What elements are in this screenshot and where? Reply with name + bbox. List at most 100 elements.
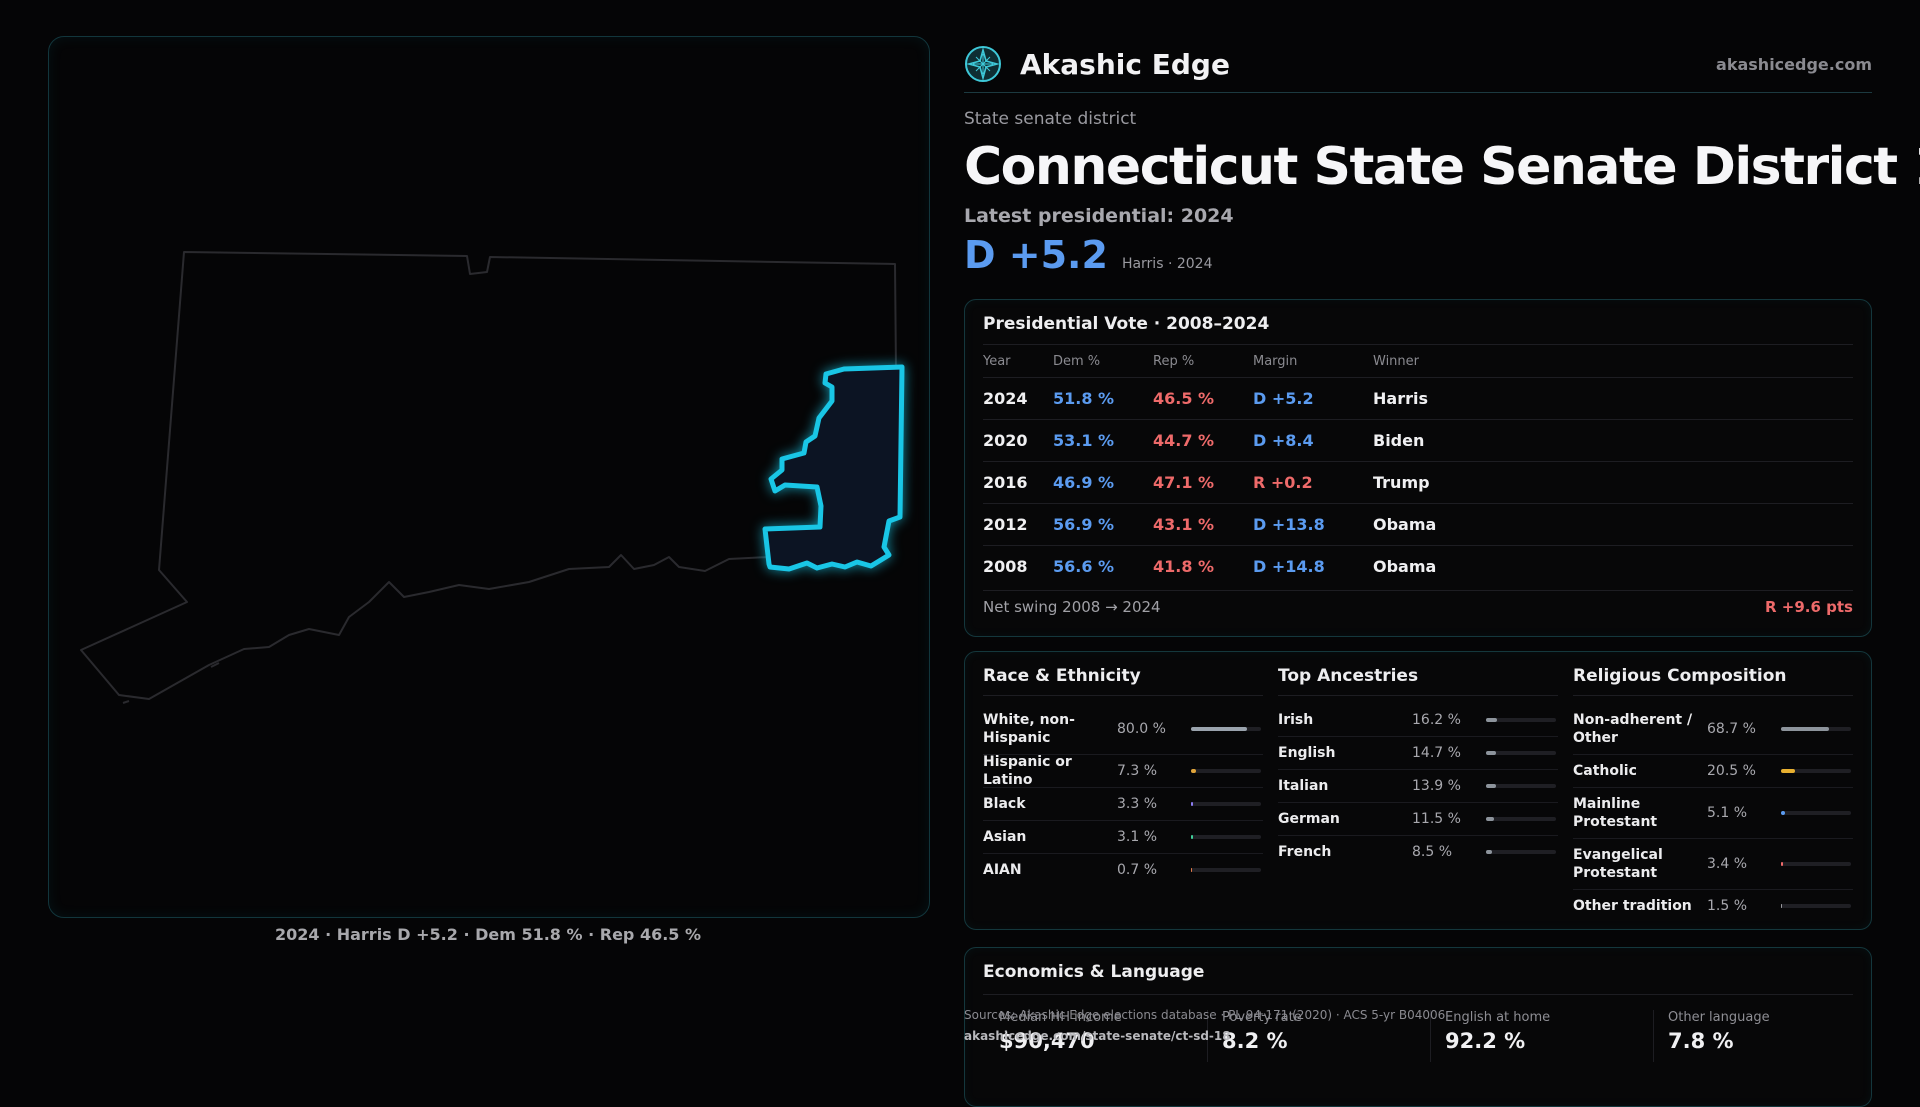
divider	[1430, 1010, 1431, 1062]
demographics-card: Race & Ethnicity White, non-Hispanic 80.0…	[964, 651, 1872, 930]
rep-pct-cell: 43.1 %	[1153, 515, 1215, 534]
share-bar-fill	[1781, 769, 1796, 773]
net-swing-row: Net swing 2008 → 2024 R +9.6 pts	[983, 590, 1853, 623]
winner-cell: Obama	[1373, 515, 1437, 534]
top-ancestries-title: Top Ancestries	[1278, 666, 1558, 696]
list-item: Non-adherent / Other 68.7 %	[1573, 704, 1853, 755]
share-bar	[1486, 784, 1556, 788]
share-bar-fill	[1486, 751, 1497, 755]
share-bar	[1486, 817, 1556, 821]
share-bar-fill	[1781, 727, 1830, 731]
winner-cell: Harris	[1373, 389, 1428, 408]
rep-pct-cell: 46.5 %	[1153, 389, 1215, 408]
item-label: Catholic	[1573, 763, 1637, 779]
item-value: 14.7 %	[1412, 745, 1461, 761]
col-margin: Margin	[1253, 353, 1298, 369]
econ-value: 7.8 %	[1668, 1029, 1734, 1053]
share-bar-fill	[1781, 811, 1785, 815]
margin-summary: D +5.2 Harris · 2024	[964, 233, 1872, 277]
dem-pct-cell: 56.6 %	[1053, 557, 1115, 576]
year-cell: 2024	[983, 389, 1028, 408]
item-label: German	[1278, 811, 1340, 827]
margin-cell: D +8.4	[1253, 431, 1314, 450]
margin-cell: D +14.8	[1253, 557, 1325, 576]
share-bar	[1191, 868, 1261, 872]
year-cell: 2008	[983, 557, 1028, 576]
rep-pct-cell: 41.8 %	[1153, 557, 1215, 576]
col-rep: Rep %	[1153, 353, 1195, 369]
list-item: English 14.7 %	[1278, 737, 1558, 770]
share-bar-fill	[1191, 769, 1197, 773]
item-value: 1.5 %	[1707, 898, 1748, 914]
presidential-vote-title: Presidential Vote · 2008–2024	[983, 314, 1270, 334]
list-item: Irish 16.2 %	[1278, 704, 1558, 737]
list-item: Catholic 20.5 %	[1573, 755, 1853, 788]
list-item: White, non-Hispanic 80.0 %	[983, 704, 1263, 755]
item-value: 5.1 %	[1707, 805, 1748, 821]
item-label: Italian	[1278, 778, 1329, 794]
item-value: 13.9 %	[1412, 778, 1461, 794]
share-bar	[1191, 727, 1261, 731]
share-bar	[1781, 904, 1851, 908]
econ-value: $90,470	[999, 1029, 1095, 1053]
list-item: Evangelical Protestant 3.4 %	[1573, 839, 1853, 890]
econ-label: Poverty rate	[1222, 1010, 1302, 1025]
list-item: Hispanic or Latino 7.3 %	[983, 754, 1263, 788]
share-bar-fill	[1191, 868, 1193, 872]
source-url-link[interactable]: akashicedge.com/state-senate/ct-sd-18	[964, 1029, 1231, 1043]
item-label: Mainline Protestant	[1573, 796, 1658, 830]
econ-item-other-language: Other language 7.8 %	[1668, 1010, 1770, 1053]
divider	[983, 994, 1853, 995]
table-row: 2012 56.9 % 43.1 % D +13.8 Obama	[983, 503, 1853, 545]
district-map[interactable]	[48, 36, 930, 918]
latest-margin-note: Harris · 2024	[1121, 256, 1213, 272]
col-dem: Dem %	[1053, 353, 1101, 369]
winner-cell: Biden	[1373, 431, 1425, 450]
share-bar-fill	[1486, 817, 1495, 821]
item-label: Irish	[1278, 712, 1314, 728]
page-title: Connecticut State Senate District 18	[964, 137, 1920, 197]
share-bar	[1781, 862, 1851, 866]
site-url-link[interactable]: akashicedge.com	[1716, 54, 1872, 74]
table-row: 2020 53.1 % 44.7 % D +8.4 Biden	[983, 419, 1853, 461]
race-ethnicity-section: Race & Ethnicity White, non-Hispanic 80.0…	[983, 666, 1263, 886]
share-bar	[1191, 835, 1261, 839]
district-18-highlight[interactable]	[762, 364, 905, 572]
item-value: 3.3 %	[1117, 796, 1158, 812]
sources-text: Sources: Akashic Edge elections database…	[964, 1008, 1446, 1022]
presidential-vote-table: Year Dem % Rep % Margin Winner 2024 51.8 …	[983, 344, 1853, 587]
latest-margin: D +5.2	[964, 233, 1108, 277]
item-label: Black	[983, 796, 1026, 812]
religious-composition-title: Religious Composition	[1573, 666, 1853, 696]
econ-item-median-income: Median HH income $90,470	[999, 1010, 1122, 1053]
econ-value: 8.2 %	[1222, 1029, 1288, 1053]
share-bar-fill	[1191, 727, 1247, 731]
dem-pct-cell: 51.8 %	[1053, 389, 1115, 408]
brand-name: Akashic Edge	[1020, 47, 1230, 81]
item-label: English	[1278, 745, 1336, 761]
share-bar-fill	[1486, 850, 1492, 854]
year-cell: 2012	[983, 515, 1028, 534]
divider	[1207, 1010, 1208, 1062]
table-header: Year Dem % Rep % Margin Winner	[983, 344, 1853, 377]
item-label: Other tradition	[1573, 898, 1692, 914]
list-item: Other tradition 1.5 %	[1573, 890, 1853, 922]
list-item: Mainline Protestant 5.1 %	[1573, 788, 1853, 839]
economics-language-title: Economics & Language	[983, 962, 1205, 982]
share-bar-fill	[1486, 784, 1496, 788]
item-label: Asian	[983, 829, 1027, 845]
coast-islet-1	[210, 662, 220, 668]
item-value: 11.5 %	[1412, 811, 1461, 827]
rep-pct-cell: 47.1 %	[1153, 473, 1215, 492]
share-bar-fill	[1191, 802, 1194, 806]
col-winner: Winner	[1373, 353, 1420, 369]
econ-label: Median HH income	[999, 1010, 1122, 1025]
year-cell: 2016	[983, 473, 1028, 492]
district-panel: Akashic Edge akashicedge.com State senat…	[964, 36, 1920, 1107]
year-cell: 2020	[983, 431, 1028, 450]
religious-composition-section: Religious Composition Non-adherent / Oth…	[1573, 666, 1853, 922]
share-bar	[1486, 718, 1556, 722]
table-row: 2024 51.8 % 46.5 % D +5.2 Harris	[983, 377, 1853, 419]
econ-item-poverty-rate: Poverty rate 8.2 %	[1222, 1010, 1302, 1053]
brand[interactable]: Akashic Edge	[964, 45, 1230, 83]
